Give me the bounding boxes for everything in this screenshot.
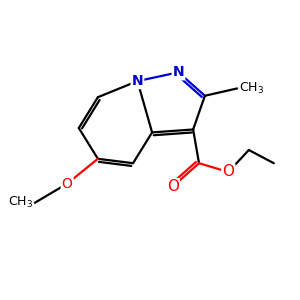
- Text: N: N: [173, 65, 184, 79]
- Text: CH$_3$: CH$_3$: [238, 81, 264, 96]
- Text: O: O: [61, 177, 73, 191]
- Text: CH$_3$: CH$_3$: [8, 195, 33, 210]
- Text: O: O: [167, 179, 178, 194]
- Text: O: O: [222, 164, 234, 179]
- Text: N: N: [132, 74, 143, 88]
